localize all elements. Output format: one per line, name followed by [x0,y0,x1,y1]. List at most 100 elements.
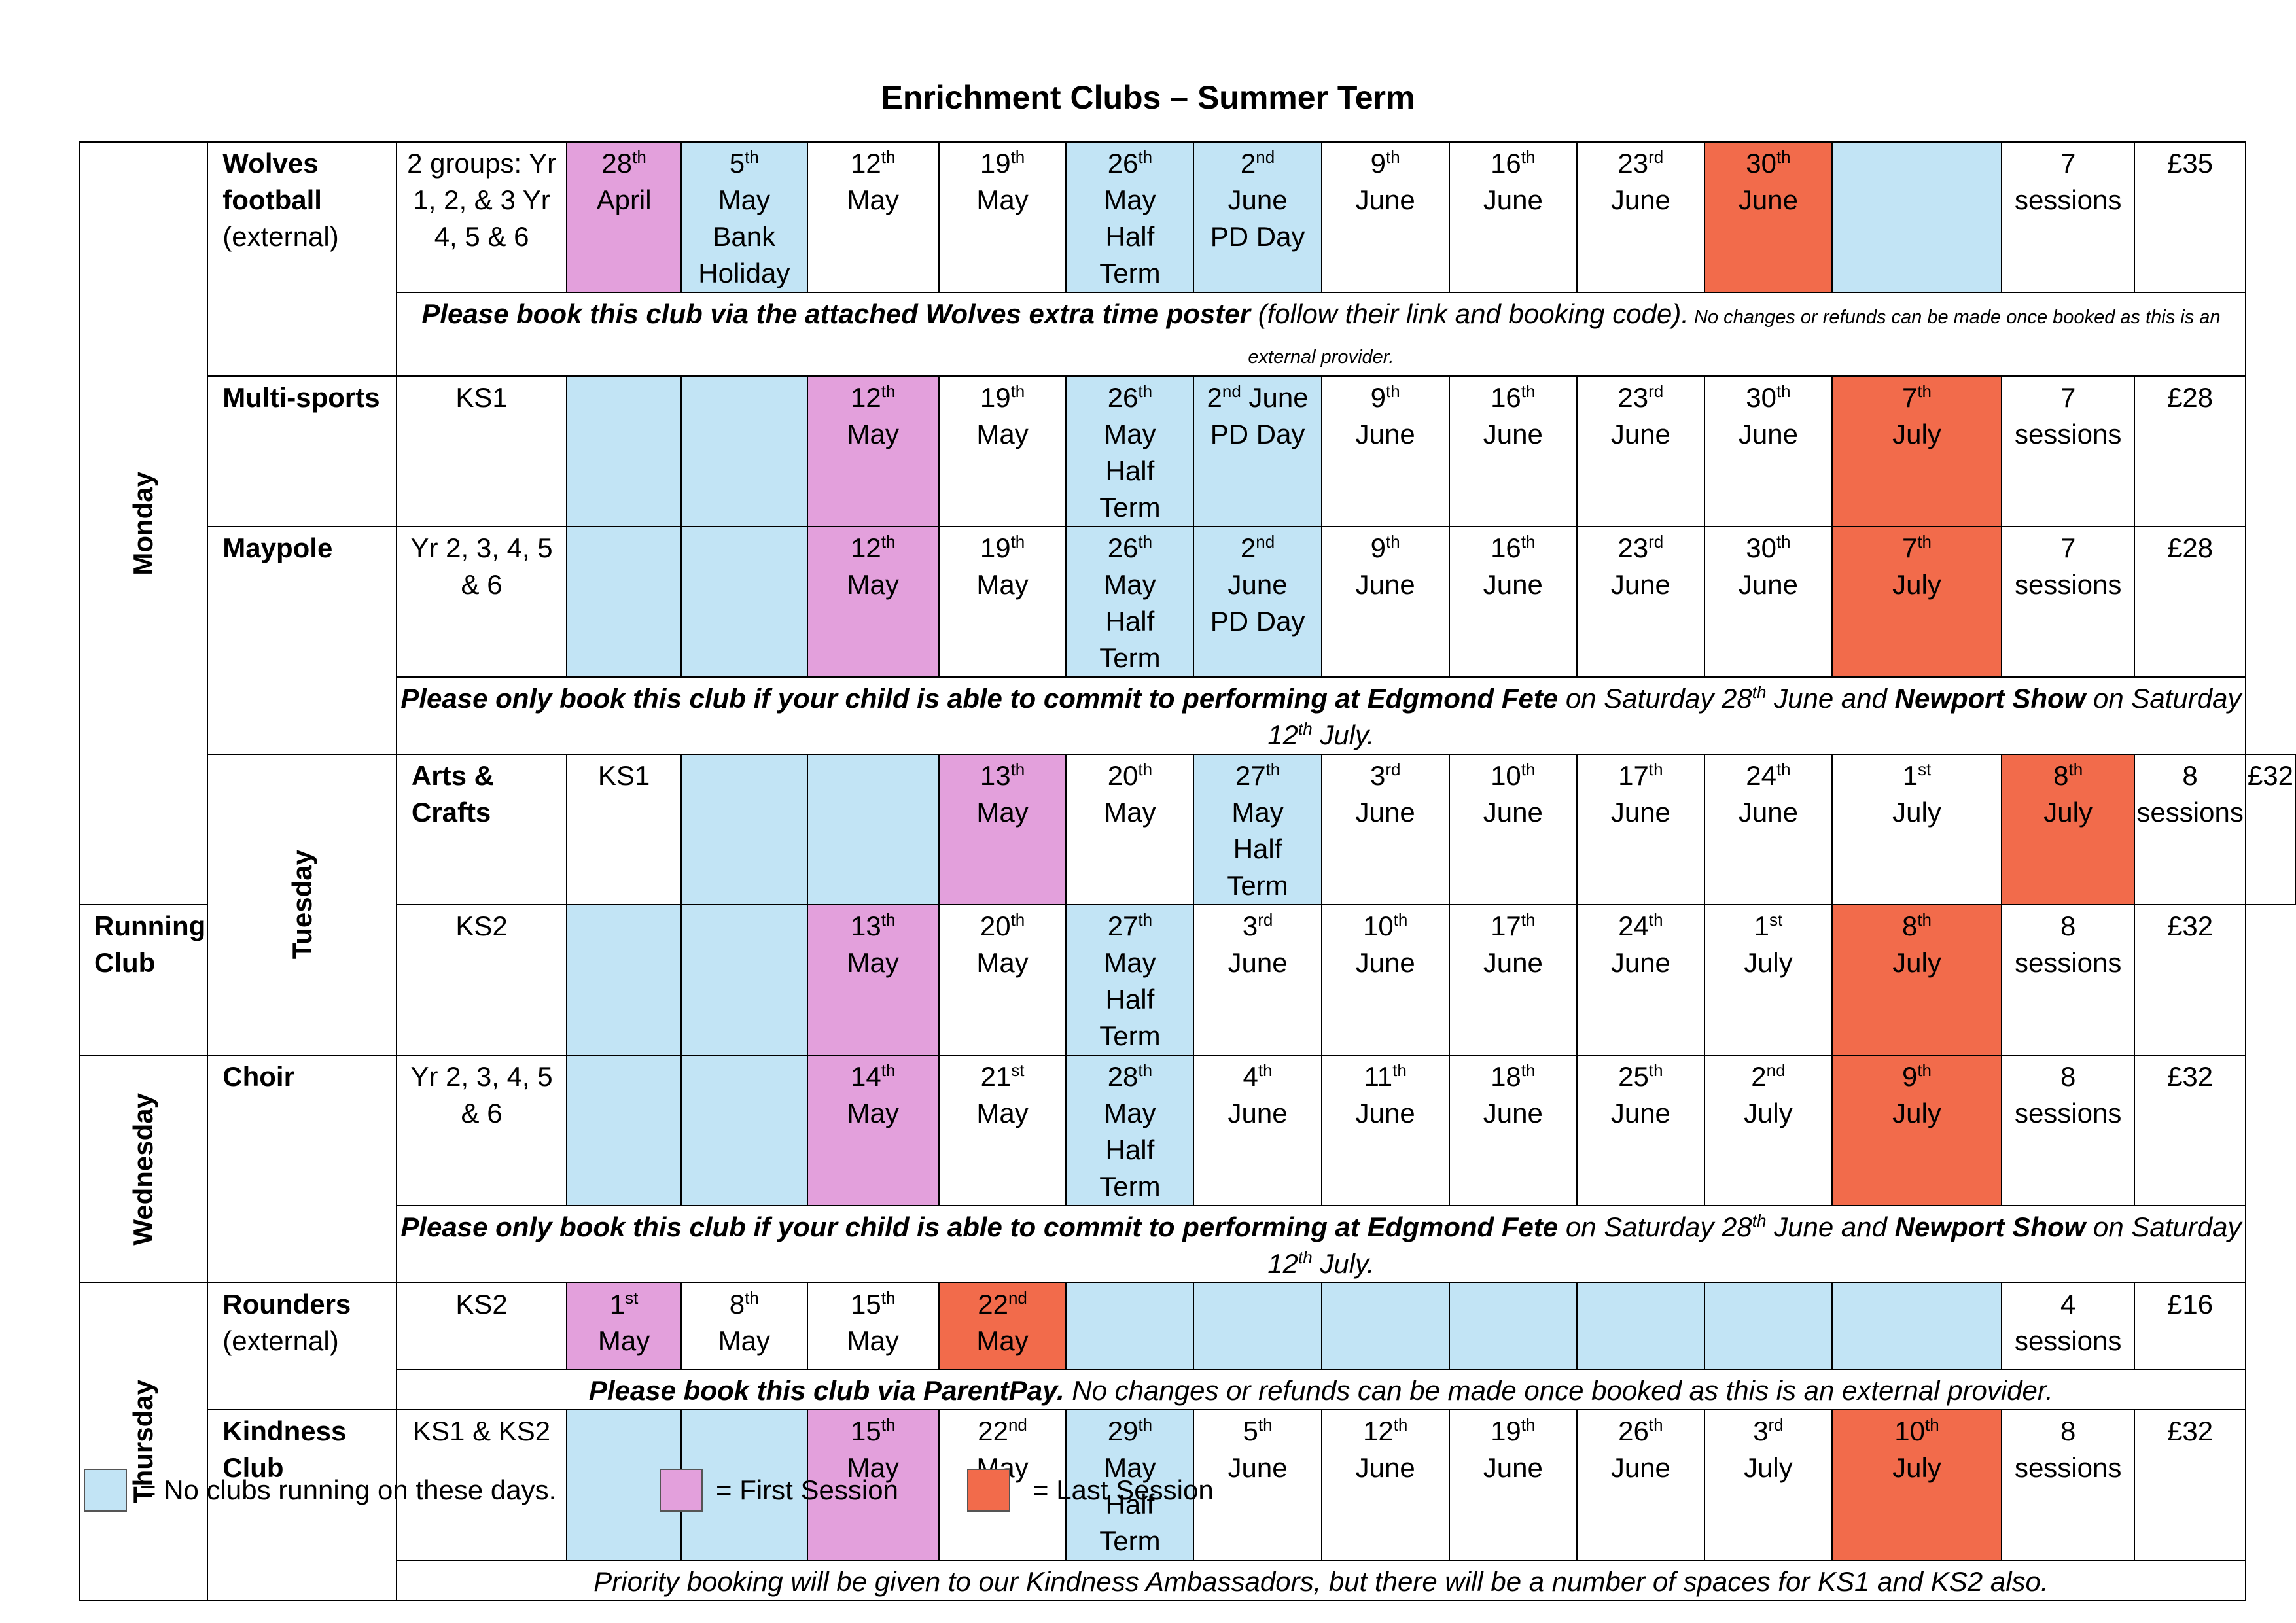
date-cell [1703,1282,1833,1370]
date-note: PD Day [1210,419,1305,449]
date-cell: 10th June [1320,904,1450,1056]
date-day: 27th [1235,759,1280,791]
table-row: Running Club KS2 13th May 20th May 27th May H… [78,904,2295,1056]
date-cell: 2nd June PD Day [1193,141,1322,293]
date-month: May [976,797,1029,828]
groups-cell: KS2 [395,1282,568,1370]
date-day: 20th [1107,759,1153,791]
date-month: June [1610,1452,1670,1483]
date-day: 16th [1491,147,1536,179]
date-month: May [1104,947,1156,978]
date-month: June [1483,1452,1543,1483]
date-cell [680,526,808,678]
date-cell: 20th May [1065,754,1195,905]
sessions-cell: 8 sessions [2000,1409,2136,1561]
day-thursday: Thursday [78,1282,209,1601]
date-day: 24th [1618,910,1663,941]
note-wolves: Please book this club via the attached W… [395,292,2246,377]
date-cell: 11th June [1320,1055,1450,1206]
date-note: Holiday [698,258,790,288]
date-month: July [1892,947,1941,978]
date-month: June [1738,569,1798,600]
date-month: July [1892,797,1941,828]
date-month: June [1610,419,1670,449]
date-month: June [1355,797,1415,828]
table-row: Maypole Yr 2, 3, 4, 5 & 6 12th May 19th May… [79,526,2295,755]
date-month: May [847,1452,899,1483]
date-cell: 12th May [806,141,940,293]
sessions-cell: 7 sessions [2000,141,2136,293]
date-month: April [596,184,652,215]
date-day: 18th [1491,1060,1536,1092]
date-day: 1st [1902,759,1932,791]
date-cell: 21st May [938,1055,1067,1206]
date-day: 22nd [978,1288,1027,1319]
date-day: 9th [1901,1060,1932,1092]
date-month: June [1355,1098,1415,1128]
date-note: Half [1233,833,1282,864]
legend-no-clubs: = No clubs running on these days. [84,1469,556,1512]
date-cell: 26th May Half Term [1065,141,1195,293]
club-cell: Running Club [78,904,209,1056]
date-cell: 12th May [806,375,940,527]
date-day: 7th [1901,381,1932,413]
table-row: Wednesday Choir Yr 2, 3, 4, 5 & 6 14th Ma… [78,1055,2295,1283]
table-row: Monday Wolves football (external) 2 group… [78,141,2295,905]
date-cell: 2nd June PD Day [1193,375,1322,527]
date-month: May [597,1325,650,1356]
date-month: July [1744,947,1793,978]
date-month: May [847,947,899,978]
date-day: 23rd [1617,147,1664,179]
date-day: 19th [980,532,1025,563]
price-cell: £16 [2134,1282,2246,1370]
date-note: Half [1105,221,1155,252]
date-month: May [847,419,899,449]
groups-cell: KS1 & KS2 [395,1409,568,1561]
date-day: 3rd [1753,1415,1784,1446]
date-month: May [1104,1452,1156,1483]
date-month: May [1104,569,1156,600]
date-cell [1320,1282,1450,1370]
date-note: Half [1105,984,1155,1015]
date-day: 3rd [1242,910,1273,941]
date-cell [566,375,682,527]
date-day: 22nd [978,1415,1027,1446]
groups-cell: 2 groups: Yr 1, 2, & 3 Yr 4, 5 & 6 [395,141,568,293]
date-day: 25th [1618,1060,1663,1092]
date-month: July [1744,1098,1793,1128]
date-cell: 1st July [1831,754,2003,905]
note-fete: Please only book this club if your child… [395,676,2246,755]
date-month: May [718,1325,770,1356]
date-cell [1831,1282,2003,1370]
date-cell [680,375,808,527]
date-cell: 8th May [680,1282,808,1370]
date-cell [566,1055,682,1206]
date-cell: 3rd June [1320,754,1450,905]
date-cell: 29th May Half Term [1065,1409,1195,1561]
date-day: 23rd [1617,532,1664,563]
date-day: 26th [1107,381,1153,413]
date-day: 13th [980,759,1025,791]
date-cell: 23rd June [1576,526,1705,678]
date-cell: 3rd July [1703,1409,1833,1561]
date-cell: 19th May [938,141,1067,293]
date-note: Term [1099,258,1161,288]
date-month: June [1483,184,1543,215]
date-month: May [1231,797,1284,828]
date-cell: 16th June [1448,141,1578,293]
date-day: 10th [1491,759,1536,791]
note-kindness: Priority booking will be given to our Ki… [395,1560,2246,1601]
sessions-cell: 8 sessions [2000,904,2136,1056]
date-month: June [1227,947,1288,978]
date-month: June [1483,947,1543,978]
table-row: Thursday Rounders (external) KS2 1st May 8t… [78,1282,2295,1601]
date-cell: 8th July [2000,754,2136,905]
table-row: Multi-sports KS1 12th May 19th May 26th May H… [79,375,2295,527]
date-day: 15th [851,1415,896,1446]
date-day: 29th [1107,1415,1153,1446]
date-cell [566,526,682,678]
date-cell: 9th June [1320,141,1450,293]
sessions-cell: 7 sessions [2000,375,2136,527]
date-month: June [1610,184,1670,215]
date-day: 2nd [1751,1060,1786,1092]
